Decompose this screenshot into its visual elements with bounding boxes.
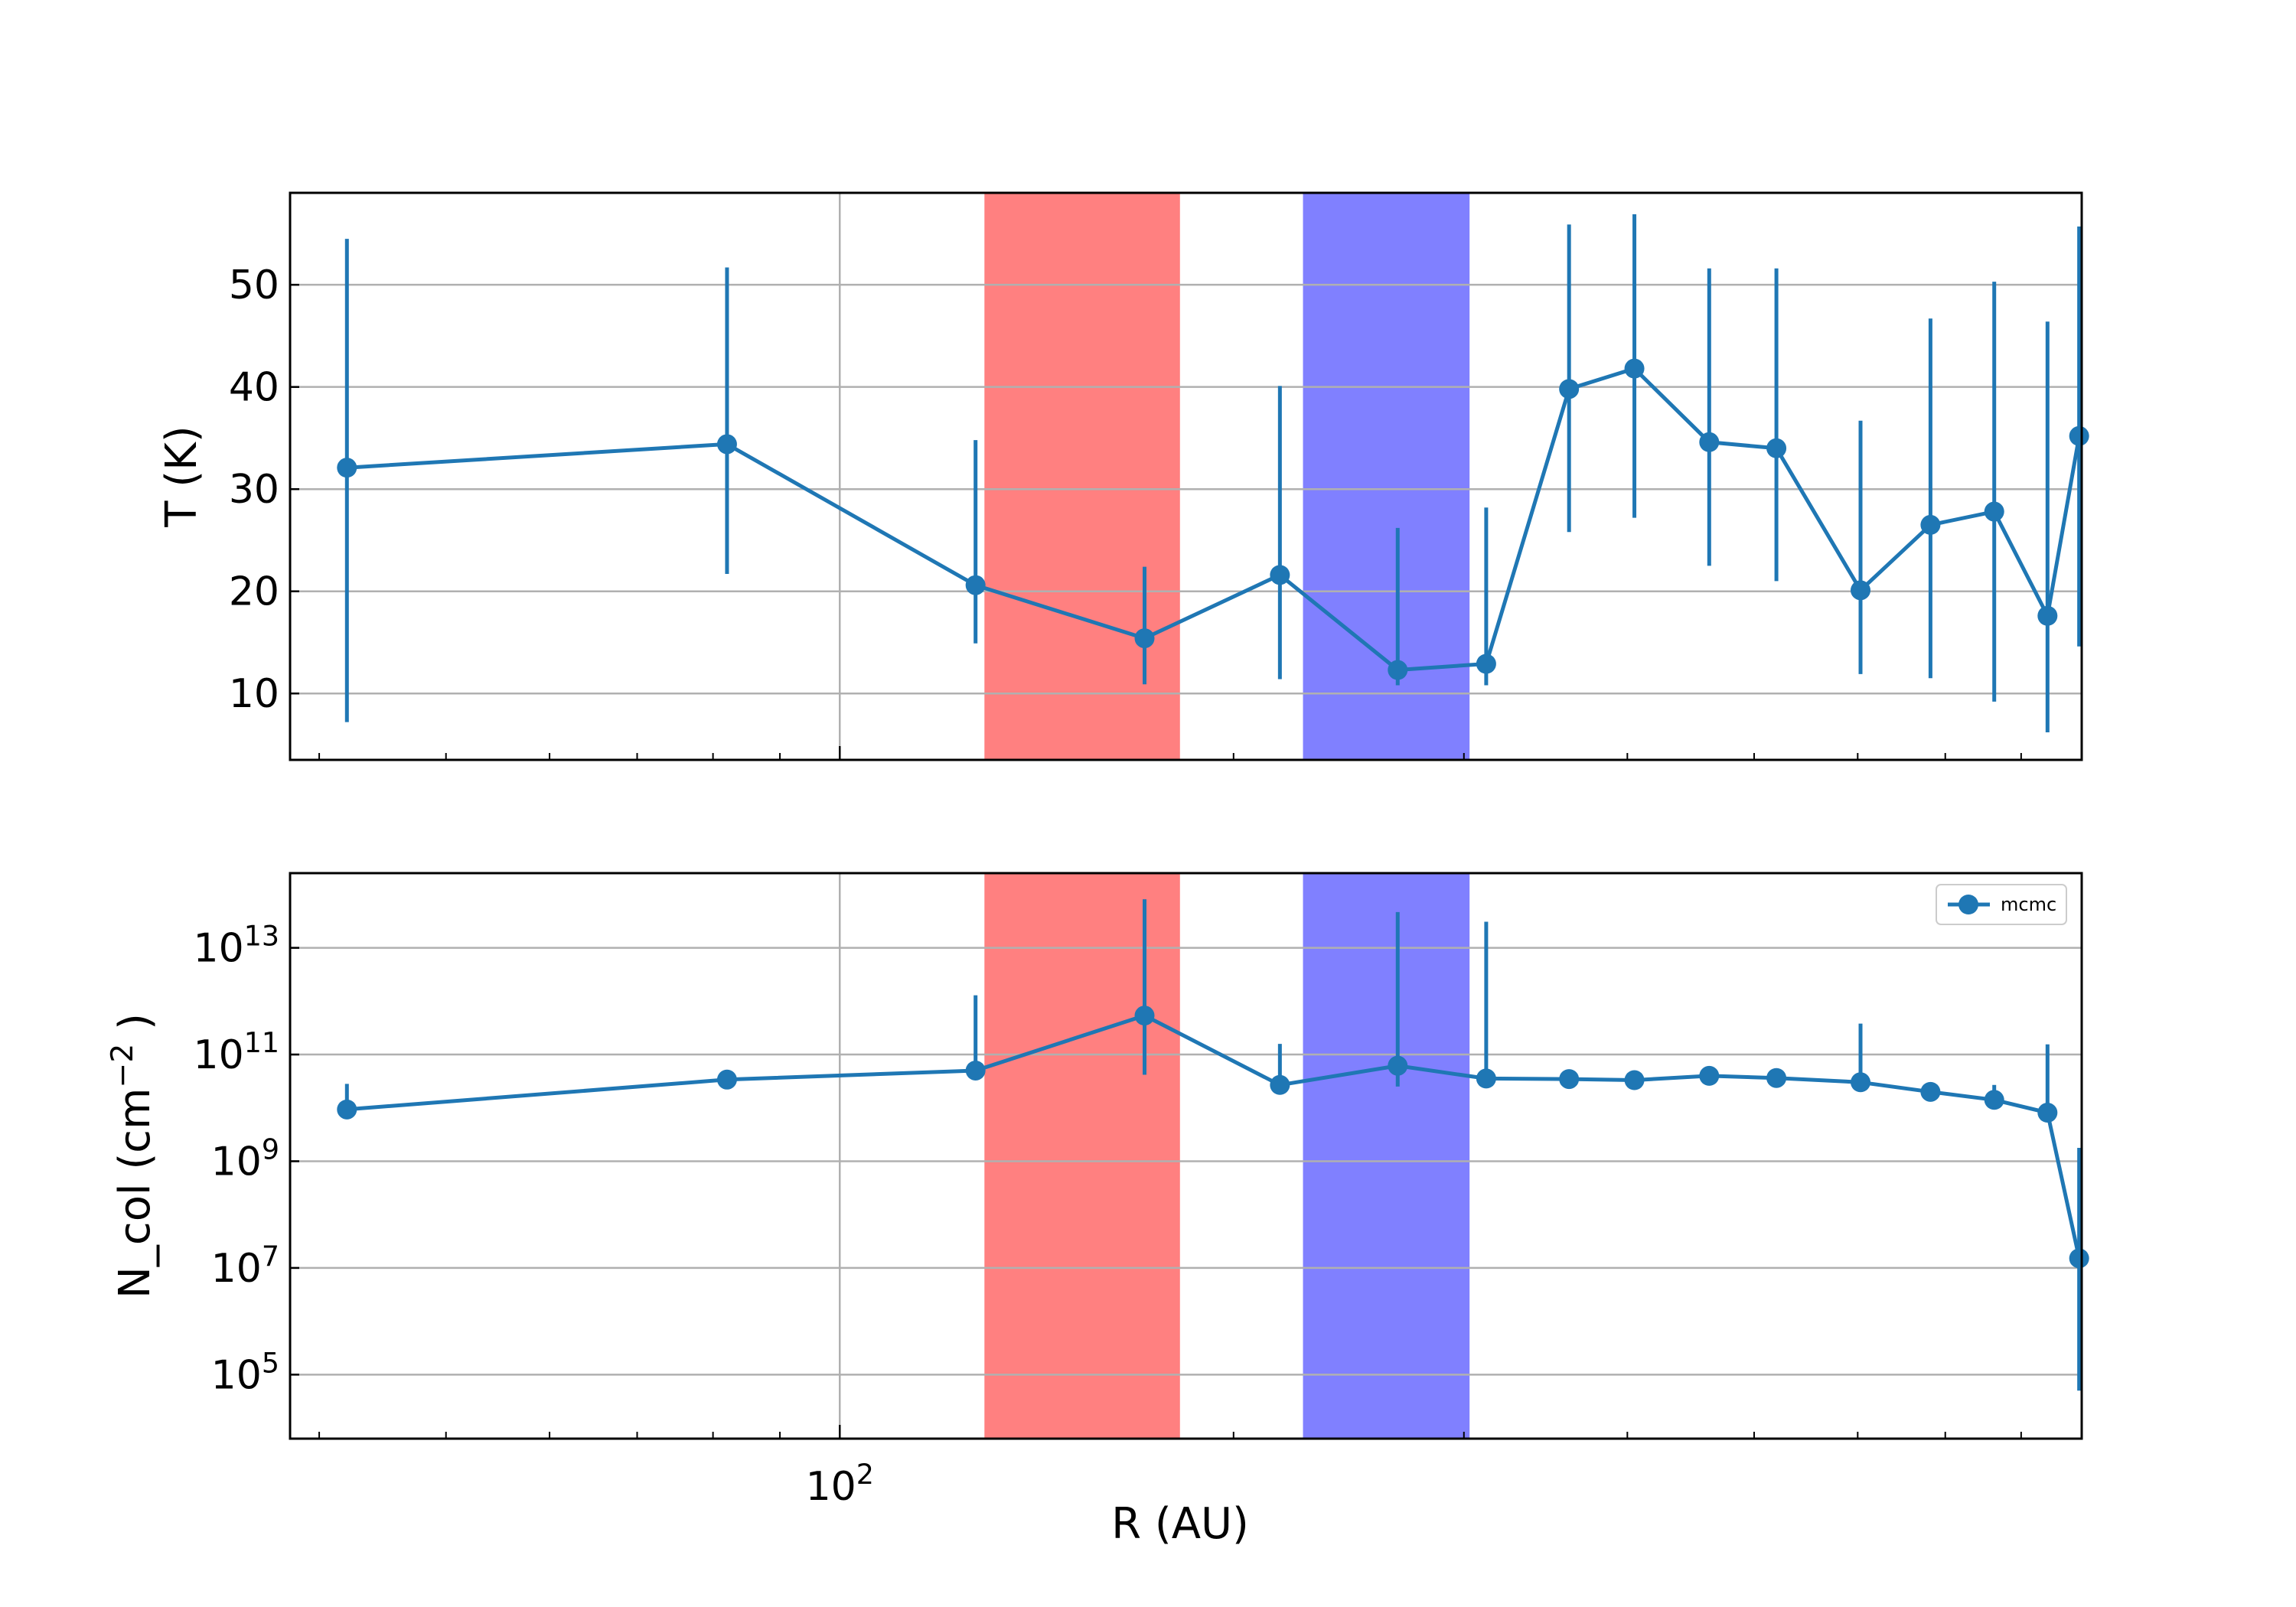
- data-point: [1920, 514, 1941, 535]
- y-tick-label: 40: [229, 365, 279, 411]
- y-tick-label: 20: [229, 569, 279, 615]
- data-point: [1559, 1069, 1580, 1090]
- data-point: [716, 434, 737, 455]
- data-point: [337, 458, 357, 478]
- column-density-panel: 105 107 109 1011 1013 N_col (cm−2 ) 102 R (AU) m…: [106, 872, 2089, 1549]
- data-point: [1388, 1055, 1408, 1076]
- data-point: [716, 1069, 737, 1090]
- y-tick-label: 30: [229, 467, 279, 513]
- data-point: [1851, 580, 1871, 601]
- y-tick-label: 10: [229, 671, 279, 717]
- data-point: [1984, 1090, 2004, 1110]
- data-point: [1559, 379, 1580, 399]
- x-tick-label: 102: [806, 1458, 874, 1511]
- x-axis-label: R (AU): [1111, 1499, 1249, 1549]
- axes-frame: [289, 872, 2083, 1440]
- data-point: [1476, 1068, 1496, 1089]
- y-axis-label: T (K): [157, 425, 207, 527]
- data-point: [1624, 1070, 1645, 1090]
- data-point: [1134, 1006, 1155, 1026]
- data-point: [1699, 1065, 1720, 1086]
- data-point: [965, 1060, 986, 1081]
- data-point: [1766, 438, 1787, 458]
- shaded-region-2: [1303, 873, 1470, 1439]
- legend: mcmc: [1936, 884, 2067, 925]
- data-point: [1270, 565, 1290, 585]
- legend-label: mcmc: [2001, 894, 2056, 915]
- legend-frame: [1936, 884, 2067, 925]
- series-line: [347, 367, 2082, 672]
- data-point: [1766, 1068, 1787, 1088]
- shaded-region-2: [1303, 193, 1470, 760]
- data-point: [1851, 1072, 1871, 1093]
- temperature-panel: 10 20 30 40 50 T (K): [157, 191, 2089, 761]
- shaded-region-1: [984, 193, 1180, 760]
- y-tick-label: 105: [211, 1346, 279, 1399]
- axes-frame: [289, 191, 2083, 761]
- data-point: [1624, 358, 1645, 379]
- legend-marker: [1958, 895, 1978, 914]
- y-tick-label: 107: [211, 1239, 279, 1292]
- data-point: [2037, 1103, 2058, 1123]
- series-line: [347, 1013, 2082, 1259]
- data-point: [1134, 628, 1155, 649]
- y-tick-label: 109: [211, 1133, 279, 1185]
- data-point: [1476, 654, 1496, 674]
- data-point: [965, 575, 986, 595]
- data-point: [1920, 1081, 1941, 1102]
- data-point: [1984, 501, 2004, 522]
- data-point: [1699, 432, 1720, 452]
- data-point: [337, 1099, 357, 1120]
- data-point: [1388, 660, 1408, 680]
- y-axis-label: N_col (cm−2 ): [106, 1013, 161, 1299]
- data-point: [2069, 1248, 2089, 1269]
- y-tick-label: 1013: [194, 919, 279, 972]
- data-point: [1270, 1074, 1290, 1095]
- data-point: [2069, 425, 2089, 446]
- data-point: [2037, 605, 2058, 626]
- y-tick-label: 50: [229, 262, 279, 308]
- y-tick-label: 1011: [194, 1026, 279, 1079]
- shaded-region-1: [984, 873, 1180, 1439]
